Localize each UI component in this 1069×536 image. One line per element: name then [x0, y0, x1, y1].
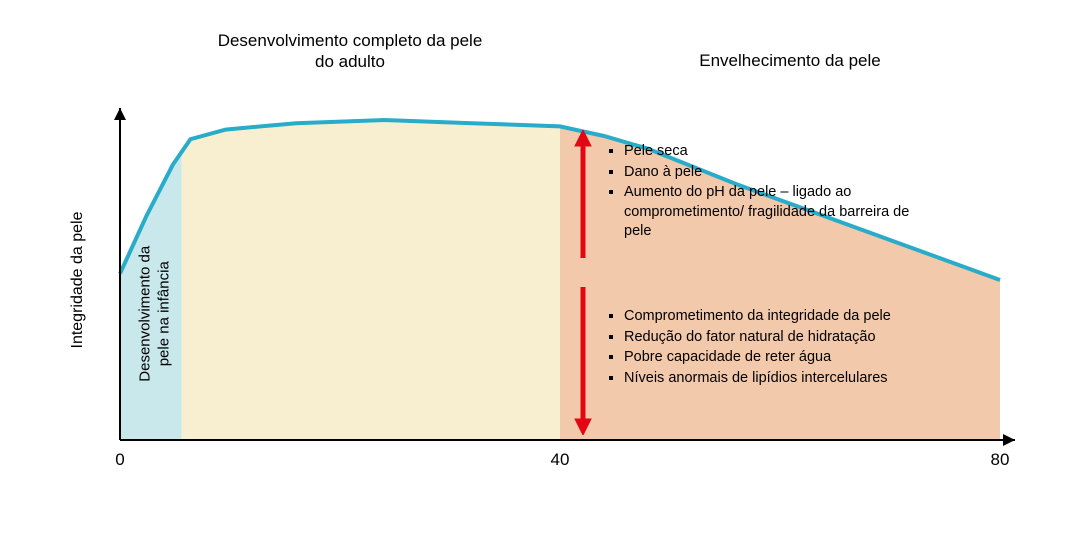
adult-phase-text: Desenvolvimento completo da peledo adult…	[218, 31, 483, 71]
bullets-upper: Pele secaDano à peleAumento do pH da pel…	[606, 142, 916, 243]
bullet-item: Pobre capacidade de reter água	[624, 348, 956, 368]
aging-phase-text: Envelhecimento da pele	[699, 51, 880, 70]
arrow-down-icon	[573, 285, 593, 435]
bullet-item: Dano à pele	[624, 163, 916, 183]
adult-phase-label: Desenvolvimento completo da peledo adult…	[180, 30, 520, 73]
region-adult	[182, 120, 560, 440]
aging-phase-label: Envelhecimento da pele	[620, 50, 960, 71]
x-tick-80: 80	[991, 450, 1010, 470]
bullet-item: Redução do fator natural de hidratação	[624, 328, 956, 348]
arrow-up-icon	[573, 130, 593, 260]
y-axis-label: Integridade da pele	[69, 212, 87, 349]
bullet-item: Níveis anormais de lipídios intercelular…	[624, 369, 956, 389]
skin-integrity-chart: Desenvolvimento completo da peledo adult…	[60, 30, 1040, 510]
bullets-lower: Comprometimento da integridade da peleRe…	[606, 307, 956, 389]
bullet-item: Aumento do pH da pele – ligado ao compro…	[624, 183, 916, 242]
x-tick-0: 0	[115, 450, 124, 470]
plot-area: Integridade da pele	[120, 120, 1000, 440]
bullet-item: Pele seca	[624, 142, 916, 162]
infancy-phase-label: Desenvolvimento dapele na infância	[136, 219, 174, 409]
x-tick-40: 40	[551, 450, 570, 470]
bullet-item: Comprometimento da integridade da pele	[624, 307, 956, 327]
infancy-phase-text: Desenvolvimento dapele na infância	[136, 246, 172, 382]
